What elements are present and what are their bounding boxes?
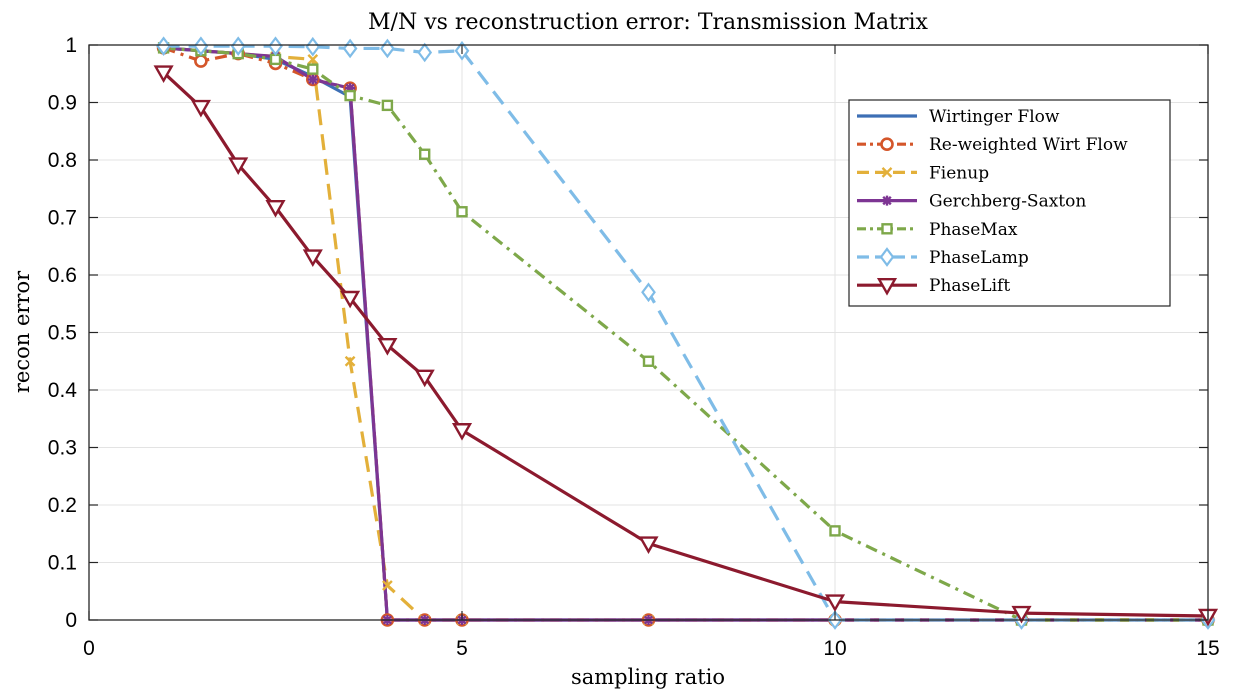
data-point-phaselift	[1011, 605, 1032, 624]
y-tick-label: 0.9	[48, 92, 77, 115]
legend: Wirtinger Flow Re-weighted Wirt Flow Fienu…	[848, 99, 1171, 307]
legend-label-re-weighted-wirt-flow: Re-weighted Wirt Flow	[929, 135, 1128, 155]
data-point-phasemax	[642, 355, 655, 367]
data-point-phaselamp	[193, 36, 209, 56]
data-point-phaselamp	[417, 42, 433, 63]
data-point-phaselift	[190, 99, 211, 118]
y-tick-label: 0.6	[48, 264, 77, 287]
legend-item-fienup: Fienup	[857, 163, 989, 183]
data-point-fienup	[382, 580, 393, 591]
legend-label-phaselift: PhaseLift	[929, 276, 1010, 296]
y-tick-label: 1	[65, 34, 77, 57]
data-point-phasemax	[456, 206, 468, 218]
legend-item-phaselift: PhaseLift	[857, 276, 1010, 296]
data-point-phaselamp	[342, 38, 358, 59]
data-point-phaselift	[228, 157, 249, 176]
legend-label-gerchberg-saxton: Gerchberg-Saxton	[929, 192, 1086, 212]
data-point-phaselift	[265, 199, 286, 218]
data-point-phaselift	[340, 290, 361, 309]
y-tick-label: 0.1	[48, 552, 77, 575]
data-point-phaselamp	[641, 282, 656, 303]
legend-item-re-weighted-wirt-flow: Re-weighted Wirt Flow	[857, 135, 1128, 155]
y-tick-label: 0.5	[48, 322, 77, 345]
y-tick-label: 0.2	[48, 494, 77, 517]
legend-marker-gerchberg-saxton	[882, 195, 892, 206]
data-point-fienup	[307, 54, 319, 65]
data-point-phaselift	[414, 369, 435, 388]
legend-marker-fienup	[881, 167, 893, 178]
axis-ticks: 0 5 10 15 0 0.1 0.2 0.3 0.4 0.5 0.6 0.7 0.8 0.9 1	[48, 34, 1220, 660]
data-point-gerchberg-saxton	[307, 74, 318, 85]
legend-item-wirtinger-flow: Wirtinger Flow	[857, 107, 1060, 127]
legend-box	[848, 99, 1171, 307]
data-point-phaselamp	[380, 38, 395, 59]
legend-label-wirtinger-flow: Wirtinger Flow	[929, 107, 1060, 127]
y-tick-label: 0.3	[48, 437, 77, 460]
data-point-phasemax	[269, 53, 282, 66]
data-point-re-weighted-wirt-flow	[194, 54, 208, 68]
legend-item-phasemax: PhaseMax	[857, 220, 1018, 240]
x-tick-label: 0	[83, 637, 95, 660]
x-tick-label: 5	[456, 637, 468, 660]
data-point-phasemax	[381, 99, 394, 112]
y-tick-label: 0.4	[48, 379, 78, 402]
data-point-phasemax	[344, 89, 356, 102]
legend-label-fienup: Fienup	[929, 163, 989, 183]
y-tick-label: 0.8	[48, 149, 77, 172]
data-point-phaselift	[377, 337, 398, 356]
y-tick-label: 0.7	[48, 207, 77, 230]
x-tick-label: 15	[1196, 637, 1219, 660]
data-point-phasemax	[419, 148, 431, 160]
legend-item-phaselamp: PhaseLamp	[857, 247, 1029, 268]
data-point-phaselift	[824, 594, 846, 613]
data-point-phaselift	[153, 65, 174, 84]
legend-marker-phaselift	[876, 278, 898, 296]
data-point-phaselift	[638, 536, 659, 554]
legend-marker-phasemax	[881, 223, 893, 235]
data-point-phasemax	[829, 525, 841, 537]
data-point-phaselamp	[268, 36, 283, 56]
data-point-fienup	[344, 355, 356, 367]
legend-item-gerchberg-saxton: Gerchberg-Saxton	[857, 192, 1086, 212]
data-point-phasemax	[307, 63, 319, 75]
x-axis-label: sampling ratio	[571, 665, 725, 689]
legend-label-phaselamp: PhaseLamp	[929, 248, 1029, 268]
data-point-phaselamp	[305, 36, 321, 57]
chart-title: M/N vs reconstruction error: Transmissio…	[368, 10, 929, 35]
legend-marker-re-weighted-wirt-flow	[880, 137, 894, 151]
y-tick-label: 0	[65, 609, 77, 632]
data-point-phaselamp	[230, 36, 246, 56]
legend-marker-phaselamp	[879, 247, 895, 267]
data-point-phaselamp	[156, 36, 171, 56]
data-point-phaselift	[302, 249, 323, 268]
data-point-phaselift	[451, 423, 473, 441]
legend-label-phasemax: PhaseMax	[929, 220, 1018, 240]
y-axis-label: recon error	[10, 270, 34, 393]
x-tick-label: 10	[823, 637, 846, 660]
data-point-gerchberg-saxton	[345, 83, 356, 94]
